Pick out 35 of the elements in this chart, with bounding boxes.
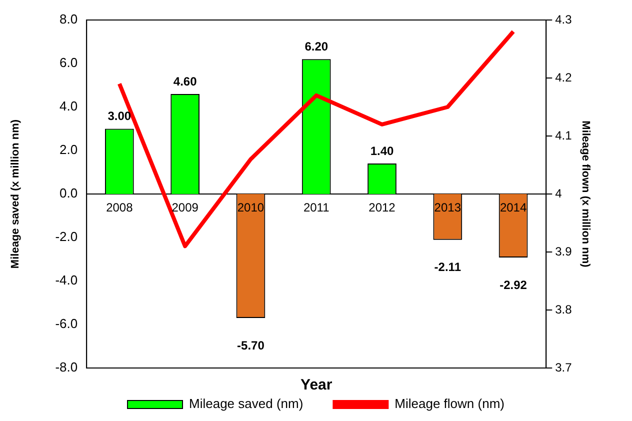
x-tick-label: 2013 (434, 200, 462, 214)
y2-tick-label: 3.7 (555, 360, 572, 374)
legend-label: Mileage flown (nm) (394, 396, 504, 412)
y-tick-label: 2.0 (60, 142, 78, 158)
y-tick-label: -6.0 (55, 316, 78, 332)
data-label: 4.60 (173, 74, 198, 88)
legend-label: Mileage saved (nm) (189, 396, 304, 412)
y2-tick-label: 4 (555, 186, 562, 200)
data-label: 3.00 (108, 109, 132, 124)
x-axis-title: Year (300, 376, 332, 394)
x-tick-label: 2008 (106, 200, 134, 214)
y2-axis-title: Mileage flown (x million nm) (579, 120, 592, 268)
x-tick-label: 2009 (172, 200, 199, 214)
x-tick-label: 2012 (368, 200, 396, 214)
y2-tick-label: 4.1 (555, 128, 572, 142)
y-axis-title: Mileage saved (x million nm) (10, 119, 22, 269)
y-tick-label: 8.0 (60, 12, 78, 27)
y-tick-label: 6.0 (60, 55, 78, 70)
y2-tick-label: 3.9 (555, 244, 572, 258)
y-tick-label: 4.0 (60, 98, 78, 114)
data-label: -5.70 (237, 338, 265, 352)
x-tick-label: 2010 (237, 200, 264, 214)
y-tick-label: -4.0 (55, 272, 78, 288)
x-tick-label: 2014 (500, 200, 527, 214)
x-tick-label: 2011 (303, 200, 330, 214)
data-label: 1.40 (370, 144, 394, 158)
data-label: -2.92 (500, 278, 528, 292)
y2-tick-label: 3.8 (555, 302, 572, 316)
data-label: -2.11 (434, 260, 462, 274)
data-label: 6.20 (304, 39, 328, 54)
y-tick-label: 0.0 (60, 186, 78, 201)
y-tick-label: -8.0 (55, 360, 78, 375)
y2-tick-label: 4.2 (555, 70, 572, 84)
y-tick-label: -2.0 (55, 229, 78, 244)
y2-tick-label: 4.3 (555, 12, 572, 26)
